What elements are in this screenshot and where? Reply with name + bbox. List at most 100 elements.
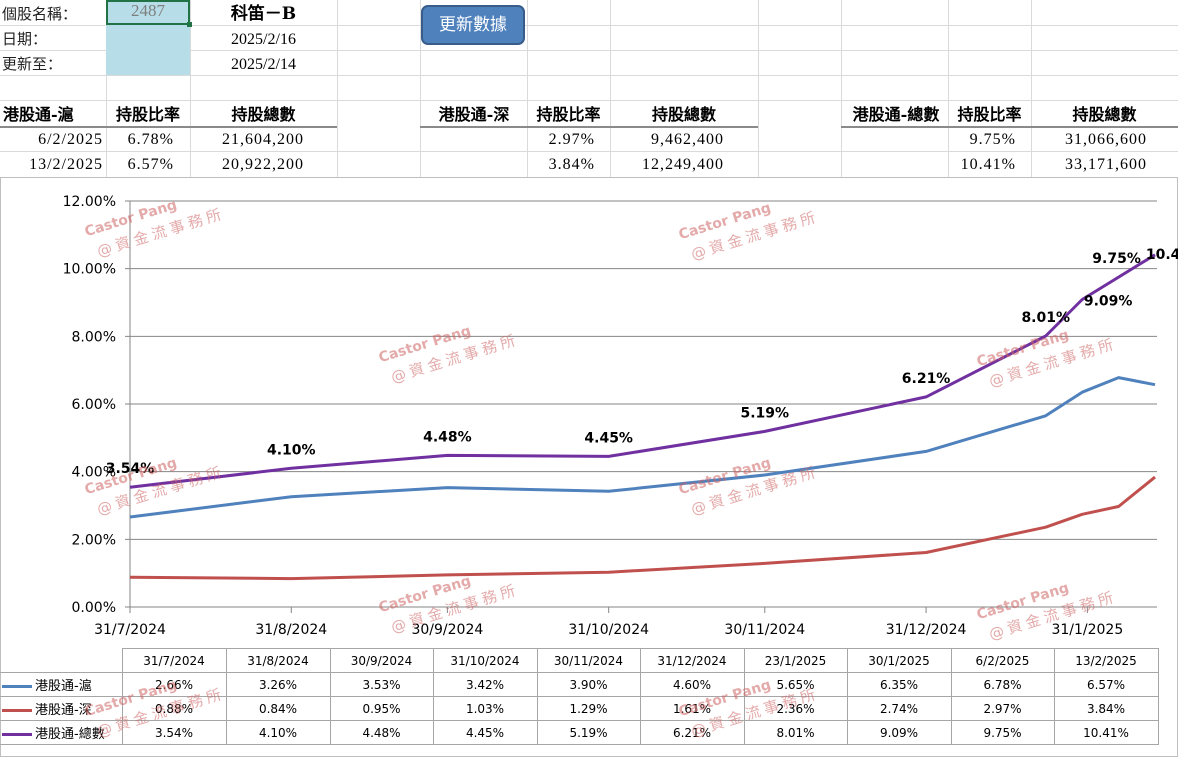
table-column-header: 6/2/2025 <box>950 648 1055 673</box>
x-tick-label: 31/7/2024 <box>94 622 166 638</box>
stock-code-cell-bg <box>106 0 192 75</box>
sz-row-total: 12,249,400 <box>642 156 724 173</box>
table-cell: 1.03% <box>432 696 538 721</box>
table-cell: 2.66% <box>121 672 227 697</box>
table-column-header: 31/10/2024 <box>432 648 538 673</box>
x-tick-label: 31/12/2024 <box>886 622 967 638</box>
all-row-total: 33,171,600 <box>1065 156 1147 173</box>
table-column-header: 31/7/2024 <box>121 648 227 673</box>
legend-line-icon <box>2 733 32 736</box>
x-tick-label: 30/9/2024 <box>411 622 483 638</box>
x-tick-label: 31/10/2024 <box>568 622 649 638</box>
legend-key: 港股通-滬 <box>0 672 123 697</box>
data-label: 6.21% <box>902 371 951 387</box>
table-cell: 2.97% <box>950 696 1055 721</box>
data-label: 4.10% <box>267 442 316 458</box>
x-tick-label: 31/1/2025 <box>1051 622 1123 638</box>
table-row: 港股通-深 0.88% 0.84% 0.95% 1.03% 1.29% 1.61% 2.36%… <box>0 696 1159 721</box>
data-label: 9.09% <box>1084 293 1133 309</box>
chart-data-table: 31/7/2024 31/8/2024 30/9/2024 31/10/2024 30/… <box>0 648 1159 745</box>
date-value: 2025/2/16 <box>231 31 296 48</box>
table-cell: 2.36% <box>743 696 848 721</box>
sh-row-date: 13/2/2025 <box>29 156 103 173</box>
table-cell: 1.29% <box>536 696 641 721</box>
table-corner <box>0 649 122 673</box>
y-tick-label: 8.00% <box>72 329 116 345</box>
table-cell: 0.88% <box>121 696 227 721</box>
y-tick-label: 12.00% <box>63 194 116 210</box>
stock-code-input[interactable]: 2487 <box>131 1 165 20</box>
table-cell: 3.53% <box>329 672 434 697</box>
all-ratio-header: 持股比率 <box>957 105 1022 124</box>
table-cell: 3.26% <box>225 672 331 697</box>
x-tick-label: 30/11/2024 <box>724 622 805 638</box>
legend-key: 港股通-總數 <box>0 720 123 745</box>
table-column-header: 31/12/2024 <box>639 648 745 673</box>
table-column-header: 23/1/2025 <box>743 648 848 673</box>
table-cell: 6.78% <box>950 672 1055 697</box>
table-cell: 3.54% <box>121 720 227 745</box>
table-cell: 2.74% <box>846 696 952 721</box>
table-cell: 9.75% <box>950 720 1055 745</box>
stock-name-label: 個股名稱： <box>2 5 78 23</box>
y-tick-label: 4.00% <box>72 465 116 481</box>
legend-label: 港股通-總數 <box>35 727 105 742</box>
update-data-button[interactable]: 更新數據 <box>421 5 525 45</box>
table-cell: 9.09% <box>846 720 952 745</box>
data-label: 8.01% <box>1021 310 1070 326</box>
header-underline <box>841 126 1178 128</box>
y-tick-label: 10.00% <box>63 262 116 278</box>
series-line[interactable] <box>129 475 1156 581</box>
table-cell: 0.95% <box>329 696 434 721</box>
sz-total-header: 持股總數 <box>651 105 716 124</box>
table-cell: 0.84% <box>225 696 331 721</box>
table-row: 港股通-總數 3.54% 4.10% 4.48% 4.45% 5.19% 6.21% 8.01… <box>0 720 1159 745</box>
table-cell: 4.48% <box>329 720 434 745</box>
header-underline <box>0 126 337 128</box>
fill-handle[interactable] <box>187 22 192 27</box>
table-column-header: 31/8/2024 <box>225 648 331 673</box>
sh-title: 港股通-滬 <box>3 105 74 124</box>
table-column-header: 30/9/2024 <box>329 648 434 673</box>
legend-label: 港股通-深 <box>35 703 92 718</box>
sz-row-ratio: 3.84% <box>548 156 595 173</box>
sz-title: 港股通-深 <box>438 105 510 124</box>
date-label: 日期： <box>2 30 48 48</box>
x-tick-label: 31/8/2024 <box>255 622 327 638</box>
series-line[interactable] <box>129 253 1156 489</box>
updated-to-value: 2025/2/14 <box>231 56 296 73</box>
table-column-header: 30/1/2025 <box>846 648 952 673</box>
table-cell: 5.65% <box>743 672 848 697</box>
y-tick-label: 0.00% <box>72 600 116 616</box>
table-cell: 10.41% <box>1053 720 1159 745</box>
sz-ratio-header: 持股比率 <box>536 105 601 124</box>
all-row-ratio: 9.75% <box>969 131 1016 148</box>
table-cell: 4.60% <box>639 672 745 697</box>
table-column-header: 30/11/2024 <box>536 648 641 673</box>
y-tick-label: 6.00% <box>72 397 116 413</box>
all-total-header: 持股總數 <box>1072 105 1137 124</box>
table-column-header: 13/2/2025 <box>1053 648 1159 673</box>
table-cell: 3.90% <box>536 672 641 697</box>
table-cell: 5.19% <box>536 720 641 745</box>
series-line[interactable] <box>129 376 1156 519</box>
table-cell: 1.61% <box>639 696 745 721</box>
data-label: 4.45% <box>584 430 633 446</box>
updated-to-label: 更新至： <box>2 55 63 73</box>
all-title: 港股通-總數 <box>852 105 940 124</box>
sh-row-total: 21,604,200 <box>222 131 304 148</box>
legend-key: 港股通-深 <box>0 696 123 721</box>
selected-cell-border <box>106 0 192 27</box>
table-cell: 8.01% <box>743 720 848 745</box>
data-label: 3.54% <box>106 461 155 477</box>
table-cell: 4.45% <box>432 720 538 745</box>
table-cell: 6.57% <box>1053 672 1159 697</box>
sh-ratio-header: 持股比率 <box>115 105 180 124</box>
table-cell: 6.35% <box>846 672 952 697</box>
data-label: 4.48% <box>423 429 472 445</box>
legend-line-icon <box>2 709 32 712</box>
header-underline <box>420 126 758 128</box>
sh-row-total: 20,922,200 <box>222 156 304 173</box>
sh-total-header: 持股總數 <box>231 105 296 124</box>
